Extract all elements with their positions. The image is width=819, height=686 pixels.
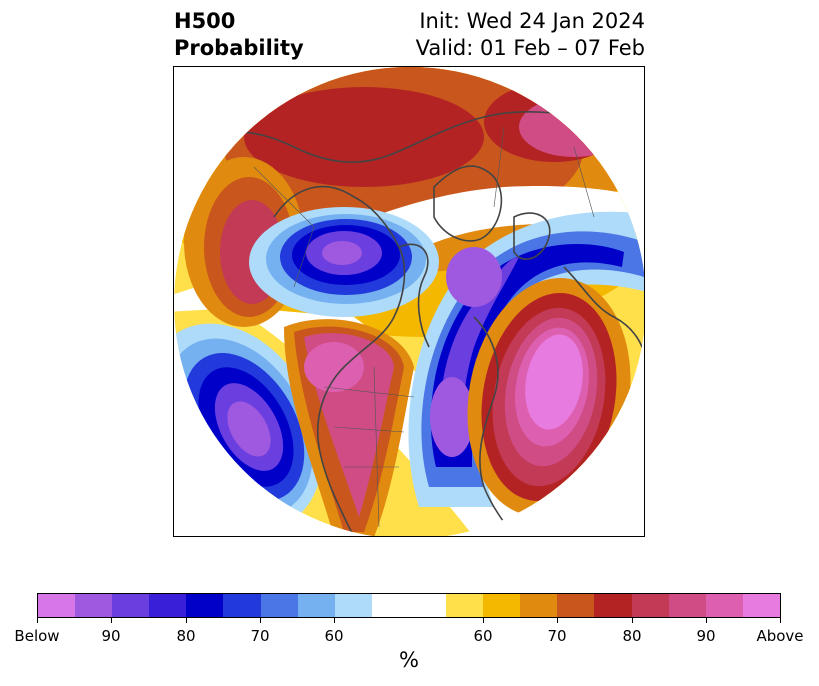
colorbar-segment xyxy=(112,594,150,617)
colorbar-segment xyxy=(260,594,298,617)
colorbar-segment xyxy=(223,594,261,617)
colorbar-tick xyxy=(334,618,335,623)
init-date: Init: Wed 24 Jan 2024 xyxy=(419,9,645,33)
colorbar-tick-label: 70 xyxy=(547,627,567,645)
colorbar-tick-label: Above xyxy=(756,627,804,645)
colorbar-tick xyxy=(483,618,484,623)
below-region xyxy=(322,241,362,265)
colorbar xyxy=(37,593,781,618)
colorbar-segment xyxy=(631,594,669,617)
colorbar-unit: % xyxy=(399,648,419,672)
probability-map xyxy=(173,66,645,537)
colorbar-tick-label: 90 xyxy=(101,627,121,645)
colorbar-tick xyxy=(780,618,781,623)
colorbar-segment xyxy=(149,594,187,617)
valid-range: Valid: 01 Feb – 07 Feb xyxy=(415,36,645,60)
colorbar-tick-label: 80 xyxy=(176,627,196,645)
colorbar-tick xyxy=(186,618,187,623)
above-region xyxy=(244,87,484,187)
colorbar-segment xyxy=(446,594,484,617)
colorbar-segment xyxy=(186,594,224,617)
forecast-dates: Init: Wed 24 Jan 2024 Valid: 01 Feb – 07… xyxy=(416,8,645,62)
colorbar-segment xyxy=(594,594,632,617)
colorbar-segment xyxy=(557,594,595,617)
map-canvas xyxy=(174,67,644,536)
colorbar-segment xyxy=(742,594,780,617)
colorbar-segment xyxy=(483,594,521,617)
colorbar-tick-label: 80 xyxy=(622,627,642,645)
above-region xyxy=(525,334,583,430)
colorbar-tick-label: 60 xyxy=(473,627,493,645)
colorbar-tick-label: 60 xyxy=(324,627,344,645)
borders xyxy=(253,126,595,528)
title-line-1: H500 xyxy=(174,9,236,33)
colorbar-segment xyxy=(668,594,706,617)
colorbar-tick-label: 90 xyxy=(696,627,716,645)
colorbar-tick xyxy=(37,618,38,623)
coastlines xyxy=(203,111,644,536)
colorbar-segment xyxy=(334,594,372,617)
title-line-2: Probability xyxy=(174,36,304,60)
colorbar-segment xyxy=(38,594,76,617)
colorbar-tick xyxy=(260,618,261,623)
colorbar-segment xyxy=(297,594,335,617)
colorbar-tick xyxy=(557,618,558,623)
chart-title: H500 Probability xyxy=(174,8,304,62)
colorbar-tick xyxy=(632,618,633,623)
below-region xyxy=(446,247,502,307)
colorbar-segment xyxy=(371,594,409,617)
colorbar-tick xyxy=(706,618,707,623)
below-region xyxy=(430,377,474,457)
colorbar-segment xyxy=(520,594,558,617)
colorbar-segment xyxy=(75,594,113,617)
colorbar-segment xyxy=(408,594,447,617)
colorbar-tick-label: Below xyxy=(14,627,60,645)
colorbar-tick xyxy=(111,618,112,623)
below-region xyxy=(227,401,271,457)
colorbar-segment xyxy=(705,594,743,617)
colorbar-tick-label: 70 xyxy=(250,627,270,645)
above-region xyxy=(304,342,364,392)
